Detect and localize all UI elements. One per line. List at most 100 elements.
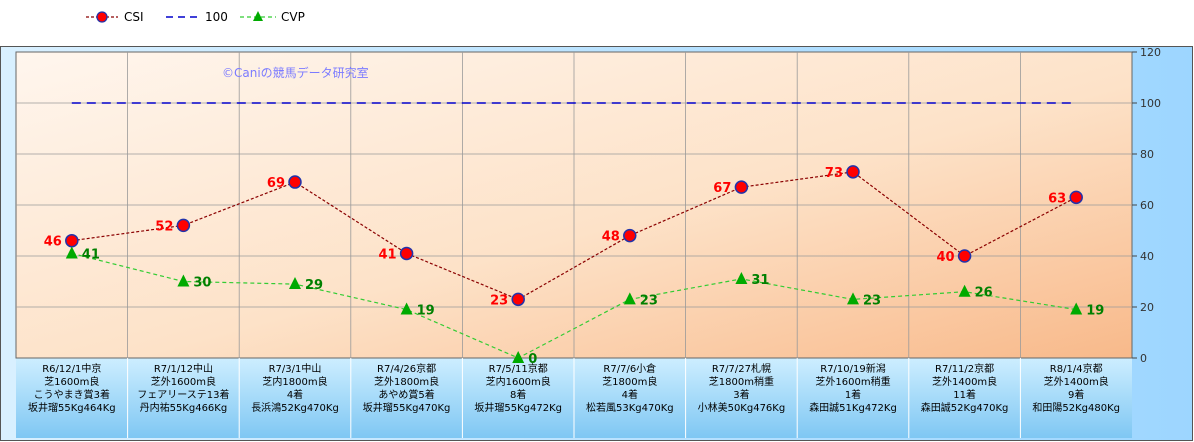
category-label-line: R7/4/26京都 <box>377 362 436 375</box>
category-label-line: 芝外1400m良 <box>932 375 997 388</box>
y-tick-label: 100 <box>1140 97 1161 110</box>
category-label-line: 1着 <box>845 388 861 401</box>
category-label-line: 芝内1600m良 <box>486 375 551 388</box>
category-label-line: フェアリーステ13着 <box>137 388 229 401</box>
category-label-line: 4着 <box>622 388 638 401</box>
cvp-data-label: 19 <box>1086 304 1104 319</box>
watermark: ©Caniの競馬データ研究室 <box>222 65 369 80</box>
cvp-data-label: 41 <box>82 247 100 262</box>
category-label-line: 坂井瑠55Kg470Kg <box>363 401 451 414</box>
category-label-line: R7/11/2京都 <box>935 362 994 375</box>
csi-data-label: 69 <box>267 176 285 191</box>
y-tick-label: 120 <box>1140 46 1161 59</box>
category-label-line: 芝外1600m良 <box>151 375 216 388</box>
category-label-line: 丹内祐55Kg466Kg <box>140 401 228 414</box>
category-label-line: 和田陽52Kg480Kg <box>1032 402 1120 414</box>
csi-point <box>176 218 191 233</box>
legend-csi-marker <box>96 11 108 23</box>
csi-point <box>65 233 79 248</box>
category-label-line: 坂井瑠55Kg472Kg <box>474 401 562 414</box>
category-label-line: こうやまき賞3着 <box>34 388 110 401</box>
category-label-line: 芝1800m良 <box>602 375 657 388</box>
category-label-line: 11着 <box>953 388 976 401</box>
cvp-point <box>177 274 190 287</box>
category-label-line: R8/1/4京都 <box>1050 362 1103 375</box>
cvp-data-label: 26 <box>975 286 993 301</box>
category-label-line: R7/5/11京都 <box>489 362 548 375</box>
category-label-line: 芝内1800m良 <box>262 375 327 388</box>
csi-point <box>511 292 525 307</box>
y-tick-label: 20 <box>1140 301 1154 314</box>
series-layer <box>65 102 1083 363</box>
csi-point <box>957 249 972 263</box>
csi-data-label: 46 <box>44 235 62 250</box>
cvp-data-label: 23 <box>640 293 658 308</box>
category-label-line: 長浜鴻52Kg470Kg <box>251 401 339 414</box>
category-label-line: 4着 <box>287 388 303 401</box>
legend-100-label: 100 <box>205 10 228 24</box>
category-label-line: 坂井瑠55Kg464Kg <box>28 401 116 414</box>
legend: CSI 100 CVP <box>86 10 305 24</box>
csi-data-label: 23 <box>490 293 508 308</box>
category-label-line: 小林美50Kg476Kg <box>698 401 786 414</box>
cvp-point <box>512 351 525 363</box>
csi-point <box>1069 190 1083 205</box>
cvp-data-label: 29 <box>305 278 323 293</box>
legend-cvp-marker <box>253 11 263 21</box>
category-label-line: 芝外1800m良 <box>374 375 439 388</box>
y-tick-label: 80 <box>1140 148 1154 161</box>
y-tick-label: 60 <box>1140 199 1154 212</box>
csi-data-label: 52 <box>155 219 173 234</box>
csi-data-label: 40 <box>937 250 955 265</box>
category-label-line: R7/3/1中山 <box>269 362 322 375</box>
category-label-line: あやめ賞5着 <box>378 388 434 401</box>
category-label-line: R6/12/1中京 <box>42 362 101 375</box>
cvp-point <box>735 271 748 284</box>
cvp-line <box>71 252 1077 359</box>
cvp-data-label: 30 <box>193 276 211 291</box>
category-label-line: 森田誠51Kg472Kg <box>809 401 897 414</box>
cvp-data-label: 0 <box>528 352 537 367</box>
category-label-line: 3着 <box>733 388 749 401</box>
csi-point <box>399 246 414 261</box>
gridlines <box>16 52 1132 438</box>
csi-data-label: 48 <box>602 230 620 245</box>
category-label-line: R7/7/27札幌 <box>712 362 771 375</box>
legend-csi-label: CSI <box>124 10 144 24</box>
cvp-data-label: 23 <box>863 293 881 308</box>
csi-data-label: 73 <box>825 166 843 181</box>
cvp-point <box>289 277 301 290</box>
category-label-line: 芝外1600m稍重 <box>815 375 890 388</box>
category-label-line: R7/7/6小倉 <box>603 362 656 375</box>
csi-data-label: 67 <box>713 181 731 196</box>
category-label-line: R7/1/12中山 <box>154 362 213 375</box>
category-label-line: 芝1800m稍重 <box>709 375 774 388</box>
y-tick-label: 40 <box>1140 250 1154 263</box>
y-tick-label: 0 <box>1140 352 1147 365</box>
csi-point <box>623 228 637 243</box>
category-label-line: 松若風53Kg470Kg <box>586 401 674 414</box>
category-label-line: R7/10/19新潟 <box>820 362 886 375</box>
category-label-line: 森田誠52Kg470Kg <box>921 401 1009 414</box>
cvp-data-label: 19 <box>417 304 435 319</box>
data-labels: 46 52 69 41 23 48 67 73 40 63 41 30 29 19 0 23 31 23 26 19 <box>44 166 1105 367</box>
csi-point <box>288 175 302 189</box>
cvp-point <box>847 292 859 305</box>
csi-data-label: 41 <box>379 247 397 262</box>
legend-cvp-label: CVP <box>281 10 305 24</box>
category-label-line: 8着 <box>510 388 526 401</box>
cvp-point <box>623 292 636 305</box>
csi-line <box>71 171 1077 301</box>
category-label-line: 9着 <box>1068 388 1084 401</box>
cvp-data-label: 31 <box>751 273 769 288</box>
csi-data-label: 63 <box>1048 191 1066 206</box>
cvp-point <box>958 284 971 297</box>
cvp-point <box>1070 302 1083 315</box>
cvp-point <box>65 246 78 259</box>
csi-point <box>734 180 749 194</box>
category-label-line: 芝1600m良 <box>44 375 99 388</box>
y-axis: 0 20 40 60 80 100 120 <box>1132 46 1161 365</box>
